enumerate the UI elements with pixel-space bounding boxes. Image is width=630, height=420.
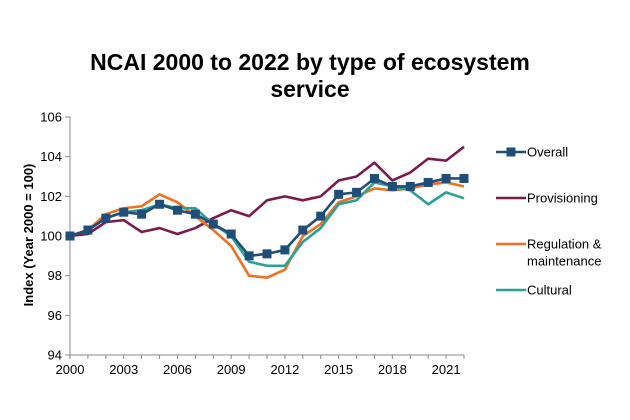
data-point xyxy=(405,181,415,191)
legend-item-overall: Overall xyxy=(496,145,568,160)
x-tick-label: 2012 xyxy=(270,362,299,377)
data-point xyxy=(316,211,326,221)
legend-label: maintenance xyxy=(527,254,601,269)
data-point xyxy=(137,209,147,219)
y-tick-label: 104 xyxy=(40,149,62,164)
series-line-cultural xyxy=(69,181,465,268)
data-point xyxy=(208,219,218,229)
y-tick-label: 100 xyxy=(40,229,62,244)
x-tick-label: 2009 xyxy=(217,362,246,377)
y-tick-label: 102 xyxy=(40,189,62,204)
chart-title-line-2: service xyxy=(270,76,349,102)
chart-title-line-1: NCAI 2000 to 2022 by type of ecosystem xyxy=(90,49,530,75)
legend-label: Cultural xyxy=(527,283,572,298)
y-tick-label: 98 xyxy=(48,268,62,283)
legend-item-cultural: Cultural xyxy=(496,283,572,298)
series-regulation-maintenance xyxy=(69,181,465,279)
data-point xyxy=(423,177,433,187)
series-line-regulation-maintenance xyxy=(69,181,465,279)
data-point xyxy=(244,251,254,261)
data-point xyxy=(190,209,200,219)
y-axis-title: Index (Year 2000 = 100) xyxy=(21,164,36,307)
y-tick-label: 94 xyxy=(48,348,62,363)
data-point xyxy=(119,207,129,217)
x-tick-label: 2006 xyxy=(163,362,192,377)
series-line-provisioning xyxy=(69,145,465,238)
data-point xyxy=(352,187,362,197)
chart-title: NCAI 2000 to 2022 by type of ecosystem s… xyxy=(90,49,530,102)
legend-item-provisioning: Provisioning xyxy=(496,191,598,206)
x-tick-label: 2018 xyxy=(378,362,407,377)
legend-label: Provisioning xyxy=(527,191,598,206)
data-point xyxy=(459,173,469,183)
x-tick-label: 2015 xyxy=(324,362,353,377)
data-point xyxy=(101,213,111,223)
data-point xyxy=(65,231,75,241)
legend-label: Regulation & xyxy=(527,237,602,252)
legend-item-regulation-maintenance: Regulation & maintenance xyxy=(496,237,602,269)
x-tick-label: 2003 xyxy=(109,362,138,377)
legend-label: Overall xyxy=(527,145,568,160)
data-point xyxy=(226,229,236,239)
series-cultural xyxy=(69,181,465,268)
data-point xyxy=(262,249,272,259)
x-tick-label: 2021 xyxy=(432,362,461,377)
legend-swatch-marker xyxy=(506,147,516,157)
y-tick-label: 96 xyxy=(48,308,62,323)
data-point xyxy=(441,173,451,183)
data-point xyxy=(298,225,308,235)
y-tick-label: 106 xyxy=(40,110,62,125)
data-point xyxy=(155,199,165,209)
y-axis-ticks: 94 96 98 100 102 104 106 xyxy=(40,110,70,363)
x-tick-label: 2000 xyxy=(56,362,85,377)
data-point xyxy=(172,205,182,215)
series-provisioning xyxy=(69,145,465,238)
legend: Overall Provisioning Regulation & maintenan… xyxy=(496,145,602,298)
x-axis-ticks: 2000 2003 2006 2009 2012 2015 2018 2021 xyxy=(56,355,465,377)
data-point xyxy=(387,181,397,191)
series-overall xyxy=(65,173,469,261)
data-point xyxy=(280,245,290,255)
data-point xyxy=(334,189,344,199)
data-point xyxy=(369,173,379,183)
data-point xyxy=(83,225,93,235)
series-layer xyxy=(65,145,469,279)
